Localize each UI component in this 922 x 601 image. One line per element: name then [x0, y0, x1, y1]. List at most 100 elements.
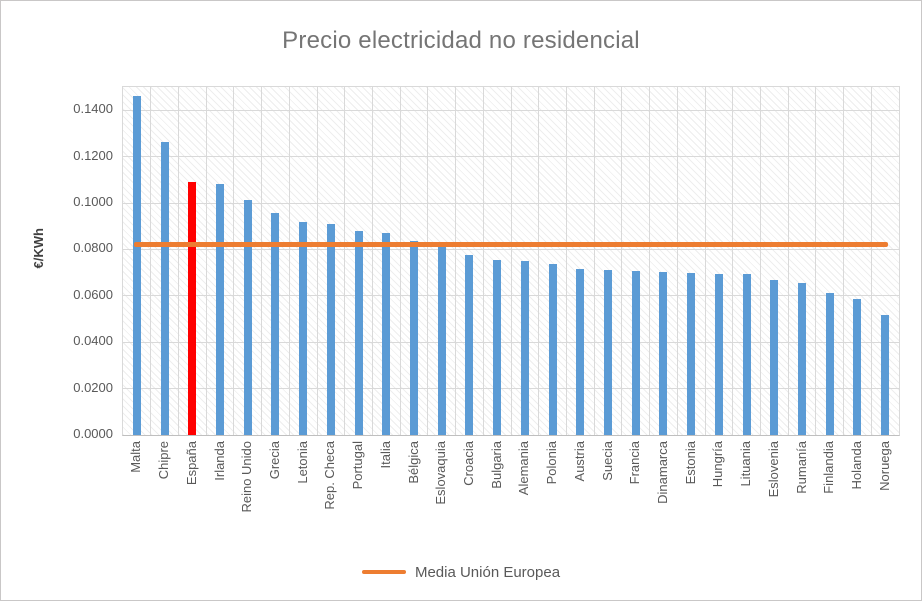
vertical-gridline: [205, 87, 207, 435]
vertical-gridline: [732, 87, 734, 435]
vertical-gridline: [649, 87, 651, 435]
x-label-bulgaria: Bulgaria: [488, 441, 504, 489]
vertical-gridline: [316, 87, 318, 435]
legend: Media Unión Europea: [1, 559, 921, 585]
vertical-gridline: [676, 87, 678, 435]
x-label-malta: Malta: [128, 441, 144, 473]
y-axis-tick-labels: 0.0000 0.0200 0.0400 0.0600 0.0800 0.1000 0.12…: [21, 1, 113, 600]
bar-españa: [188, 182, 197, 435]
x-label-eslovaquia: Eslovaquia: [433, 441, 449, 505]
vertical-gridline: [843, 87, 845, 435]
chart-title: Precio electricidad no residencial: [282, 27, 640, 54]
y-tick-label: 0.0400: [73, 333, 113, 349]
bar-eslovaquia: [437, 242, 446, 435]
bar-lituania: [742, 274, 751, 435]
vertical-gridline: [399, 87, 401, 435]
bar-letonia: [299, 221, 308, 435]
x-label-alemania: Alemania: [516, 441, 532, 496]
x-axis-labels: Malta Chipre España Irlanda Reino Unido Greci…: [122, 434, 898, 552]
x-label-lituania: Lituania: [738, 441, 754, 487]
x-label-italia: Italia: [377, 441, 393, 469]
vertical-gridline: [621, 87, 623, 435]
vertical-gridline: [787, 87, 789, 435]
x-label-rumanía: Rumanía: [793, 441, 809, 494]
vertical-gridline: [233, 87, 235, 435]
bar-malta: [132, 96, 141, 435]
x-label-estonia: Estonia: [682, 441, 698, 485]
x-label-rep-checa: Rep. Checa: [322, 441, 338, 510]
vertical-gridline: [150, 87, 152, 435]
vertical-gridline: [482, 87, 484, 435]
bar-chipre: [160, 141, 169, 435]
vertical-gridline: [538, 87, 540, 435]
vertical-gridline: [593, 87, 595, 435]
bar-rumanía: [798, 283, 806, 435]
bar-finlandia: [825, 293, 834, 435]
x-label-holanda: Holanda: [848, 441, 864, 490]
bar-reino-unido: [243, 199, 252, 435]
plot-area: [122, 86, 900, 436]
bar-noruega: [881, 315, 890, 435]
bar-croacia: [465, 255, 474, 435]
y-tick-label: 0.0600: [73, 286, 113, 302]
vertical-gridline: [565, 87, 567, 435]
y-tick-label: 0.1000: [73, 194, 113, 209]
vertical-gridline: [759, 87, 761, 435]
vertical-gridline: [288, 87, 290, 435]
eu-average-line: [133, 242, 889, 248]
vertical-gridline: [261, 87, 263, 435]
vertical-gridline: [371, 87, 373, 435]
bar-rep-checa: [326, 223, 335, 435]
x-label-polonia: Polonia: [544, 441, 560, 485]
y-tick-label: 0.1400: [73, 101, 113, 117]
x-label-irlanda: Irlanda: [211, 441, 227, 481]
x-label-francia: Francia: [627, 441, 643, 485]
bar-bulgaria: [493, 259, 502, 435]
vertical-gridline: [455, 87, 457, 435]
bar-grecia: [271, 213, 280, 435]
x-label-croacia: Croacia: [460, 441, 476, 486]
vertical-gridline: [427, 87, 429, 435]
x-label-hungría: Hungría: [710, 441, 726, 488]
y-tick-label: 0.0000: [73, 426, 113, 441]
x-label-dinamarca: Dinamarca: [654, 441, 670, 504]
bar-dinamarca: [659, 272, 668, 435]
bar-hungría: [714, 273, 723, 435]
bar-holanda: [853, 298, 862, 435]
x-label-bélgica: Bélgica: [405, 441, 421, 484]
x-label-reino-unido: Reino Unido: [239, 441, 255, 513]
vertical-gridline: [177, 87, 179, 435]
vertical-gridline: [815, 87, 817, 435]
bar-austria: [576, 268, 585, 435]
bar-italia: [382, 233, 391, 435]
y-tick-label: 0.0200: [73, 379, 113, 395]
legend-label: Media Unión Europea: [414, 563, 561, 581]
bar-estonia: [687, 273, 696, 435]
bar-suecia: [604, 269, 612, 435]
vertical-gridline: [344, 87, 346, 435]
bar-francia: [631, 271, 640, 435]
x-label-españa: España: [183, 441, 199, 486]
bar-alemania: [520, 261, 529, 435]
bar-irlanda: [216, 184, 224, 435]
bar-eslovenia: [770, 280, 779, 435]
y-tick-label: 0.0800: [73, 240, 113, 256]
x-label-noruega: Noruega: [876, 441, 892, 491]
vertical-gridline: [704, 87, 706, 435]
x-label-portugal: Portugal: [350, 441, 366, 490]
bar-portugal: [354, 230, 363, 435]
x-label-letonia: Letonia: [294, 441, 310, 484]
x-label-suecia: Suecia: [599, 441, 615, 481]
x-label-chipre: Chipre: [156, 441, 172, 480]
x-label-finlandia: Finlandia: [821, 441, 837, 494]
y-tick-label: 0.1200: [73, 147, 113, 163]
vertical-gridline: [870, 87, 872, 435]
x-label-austria: Austria: [571, 441, 587, 482]
bar-bélgica: [410, 241, 418, 435]
bar-polonia: [548, 264, 557, 435]
x-label-grecia: Grecia: [266, 441, 282, 480]
vertical-gridline: [510, 87, 512, 435]
x-label-eslovenia: Eslovenia: [765, 441, 781, 498]
legend-line-swatch: [361, 570, 406, 574]
